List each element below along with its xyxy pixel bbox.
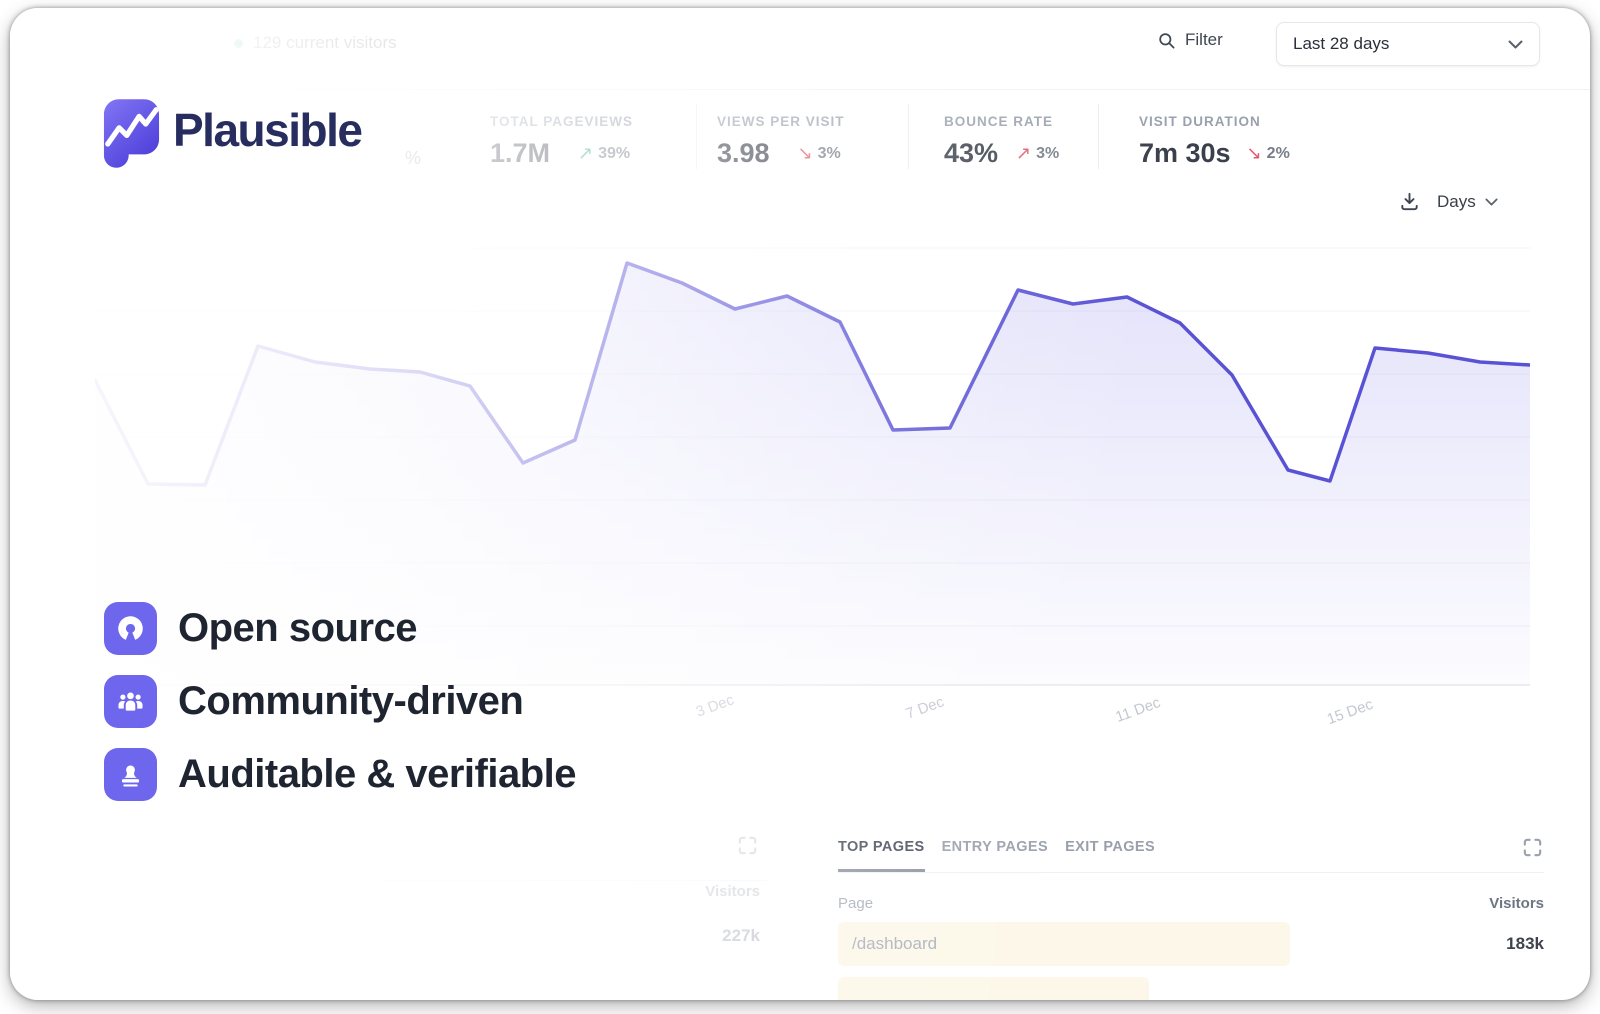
- interval-value: Days: [1437, 191, 1476, 211]
- visitors-value: 183k: [1506, 934, 1544, 953]
- stat-views-per-visit: VIEWS PER VISIT 3.98 ↘ 3%: [696, 104, 908, 169]
- x-tick-label: 11 Dec: [1113, 694, 1163, 726]
- chevron-down-icon: [1508, 40, 1523, 48]
- pages-tabs: TOP PAGES ENTRY PAGES EXIT PAGES: [838, 832, 1544, 873]
- feature-community: Community-driven: [104, 675, 576, 728]
- filter-button[interactable]: Filter: [1157, 30, 1223, 50]
- live-dot-icon: [234, 38, 243, 48]
- page-link[interactable]: /dashboard: [852, 934, 938, 953]
- divider: [96, 880, 768, 881]
- feature-open-source: Open source: [104, 602, 576, 655]
- download-icon[interactable]: [1398, 190, 1421, 213]
- expand-icon[interactable]: [1521, 836, 1544, 859]
- filter-label: Filter: [1185, 30, 1223, 49]
- table-header: Page Visitors: [838, 895, 1544, 912]
- current-visitors: 129 current visitors: [234, 33, 397, 53]
- x-tick-label: 15 Dec: [1324, 695, 1376, 729]
- interval-select[interactable]: Days: [1437, 192, 1498, 212]
- tab-entry-pages[interactable]: ENTRY PAGES: [941, 839, 1049, 855]
- feature-auditable: Auditable & verifiable: [104, 748, 576, 801]
- trend-up-icon: ↗: [1016, 143, 1032, 163]
- top-bar: 129 current visitors Filter Last 28 days: [10, 8, 1590, 90]
- x-tick-label: 7 Dec: [903, 693, 947, 723]
- visitors-column-header: Visitors: [1489, 895, 1544, 912]
- open-source-icon: [104, 602, 157, 655]
- stat-total-pageviews: TOTAL PAGEVIEWS 1.7M ↗ 39%: [490, 114, 634, 168]
- plausible-logo: Plausible: [103, 97, 363, 170]
- dashboard-card: 129 current visitors Filter Last 28 days…: [10, 8, 1590, 1000]
- stamp-icon: [104, 748, 157, 801]
- date-range-select[interactable]: Last 28 days: [1276, 22, 1540, 66]
- current-visitors-label: 129 current visitors: [253, 33, 397, 52]
- trend-down-icon: ↘: [1246, 143, 1262, 163]
- feature-list: Open source Community-driven: [104, 602, 576, 821]
- feature-label: Open source: [178, 606, 418, 650]
- tab-top-pages[interactable]: TOP PAGES: [838, 839, 925, 872]
- faded-percent-text: %: [405, 148, 422, 168]
- stats-row: TOTAL PAGEVIEWS 1.7M ↗ 39% VIEWS PER VISI…: [470, 104, 1328, 169]
- visitors-column-header: Visitors: [705, 883, 760, 900]
- community-icon: [104, 675, 157, 728]
- chevron-down-icon: [1485, 198, 1498, 205]
- expand-icon[interactable]: [736, 834, 759, 857]
- plausible-logo-icon: [103, 99, 160, 168]
- chart-controls: Days: [1398, 190, 1498, 213]
- table-row[interactable]: /dashboard 183k: [838, 921, 1544, 967]
- date-range-value: Last 28 days: [1293, 34, 1390, 53]
- row-bar: [838, 977, 1149, 1000]
- page-column-header: Page: [838, 895, 874, 912]
- feature-label: Community-driven: [178, 679, 524, 723]
- pages-panel: TOP PAGES ENTRY PAGES EXIT PAGES Page Vi…: [838, 832, 1544, 1000]
- table-row[interactable]: [838, 976, 1544, 1000]
- search-icon: [1159, 32, 1175, 48]
- tab-exit-pages[interactable]: EXIT PAGES: [1065, 839, 1156, 855]
- plausible-wordmark: Plausible: [173, 104, 363, 156]
- trend-down-icon: ↘: [797, 143, 813, 163]
- visitors-value: 227k: [722, 926, 760, 945]
- trend-up-icon: ↗: [578, 143, 594, 163]
- feature-label: Auditable & verifiable: [178, 752, 576, 796]
- x-tick-label: 3 Dec: [693, 691, 737, 721]
- stat-bounce-rate: BOUNCE RATE 43% ↗ 3%: [908, 104, 1098, 169]
- stat-visit-duration: VISIT DURATION 7m 30s ↘ 2%: [1098, 104, 1328, 169]
